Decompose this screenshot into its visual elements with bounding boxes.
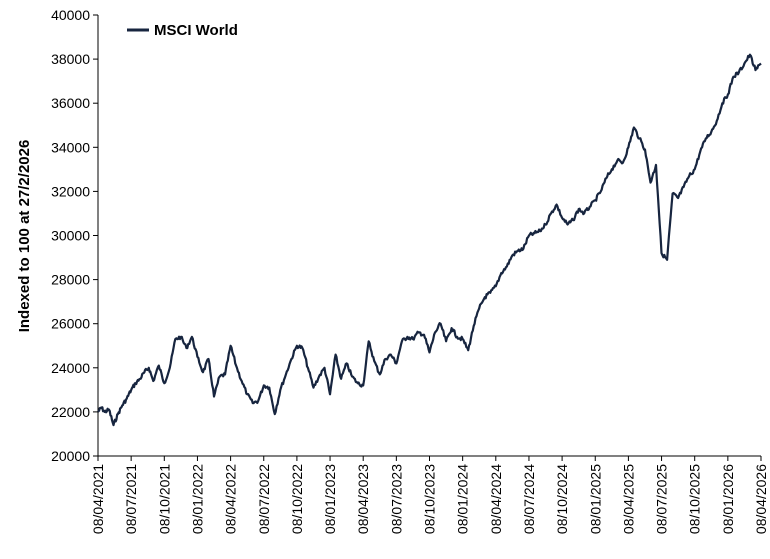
x-tick-label: 08/04/2026 [753,464,769,534]
y-axis-title: Indexed to 100 at 27/2/2026 [16,140,33,333]
y-tick-label: 26000 [51,316,90,332]
y-tick-label: 30000 [51,228,90,244]
x-tick-label: 08/07/2023 [388,464,404,534]
legend-label-msci-world: MSCI World [154,22,238,39]
series-layer [97,53,762,427]
x-tick-label: 08/04/2025 [620,464,636,534]
x-tick-label: 08/07/2021 [123,464,139,534]
x-tick-label: 08/10/2024 [554,464,570,534]
x-tick-label: 08/07/2022 [256,464,272,534]
x-tick-label: 08/07/2024 [521,464,537,534]
x-tick-label: 08/01/2022 [189,464,205,534]
x-tick-label: 08/10/2025 [687,464,703,534]
y-tick-labels: 20000 22000 24000 26000 28000 30000 32000 34000… [51,7,90,464]
y-tick-label: 20000 [51,448,90,464]
x-tick-label: 08/01/2025 [587,464,603,534]
x-tick-label: 08/04/2024 [488,464,504,534]
x-tick-label: 08/04/2022 [223,464,239,534]
y-tick-label: 22000 [51,404,90,420]
y-tick-label: 32000 [51,183,90,199]
y-tick-label: 36000 [51,95,90,111]
x-tick-label: 08/01/2023 [322,464,338,534]
x-tick-label: 08/01/2024 [455,464,471,534]
y-axis-title-group: Indexed to 100 at 27/2/2026 [16,140,33,333]
x-tick-label: 08/01/2026 [720,464,736,534]
y-tick-label: 34000 [51,139,90,155]
x-tick-label: 08/04/2023 [355,464,371,534]
x-tick-labels: 08/04/2021 08/07/2021 08/10/2021 08/01/2022… [90,464,769,534]
y-tick-label: 24000 [51,360,90,376]
axes [97,15,761,457]
x-tick-label: 08/07/2025 [654,464,670,534]
x-tick-label: 08/04/2021 [90,464,106,534]
legend: MSCI World [127,22,238,39]
x-tick-label: 08/10/2021 [156,464,172,534]
x-tick-label: 08/10/2022 [289,464,305,534]
y-tick-label: 28000 [51,272,90,288]
tick-marks [93,14,762,461]
y-tick-label: 38000 [51,51,90,67]
series-line-msci-world [97,53,762,427]
x-tick-label: 08/10/2023 [422,464,438,534]
y-tick-label: 40000 [51,7,90,23]
